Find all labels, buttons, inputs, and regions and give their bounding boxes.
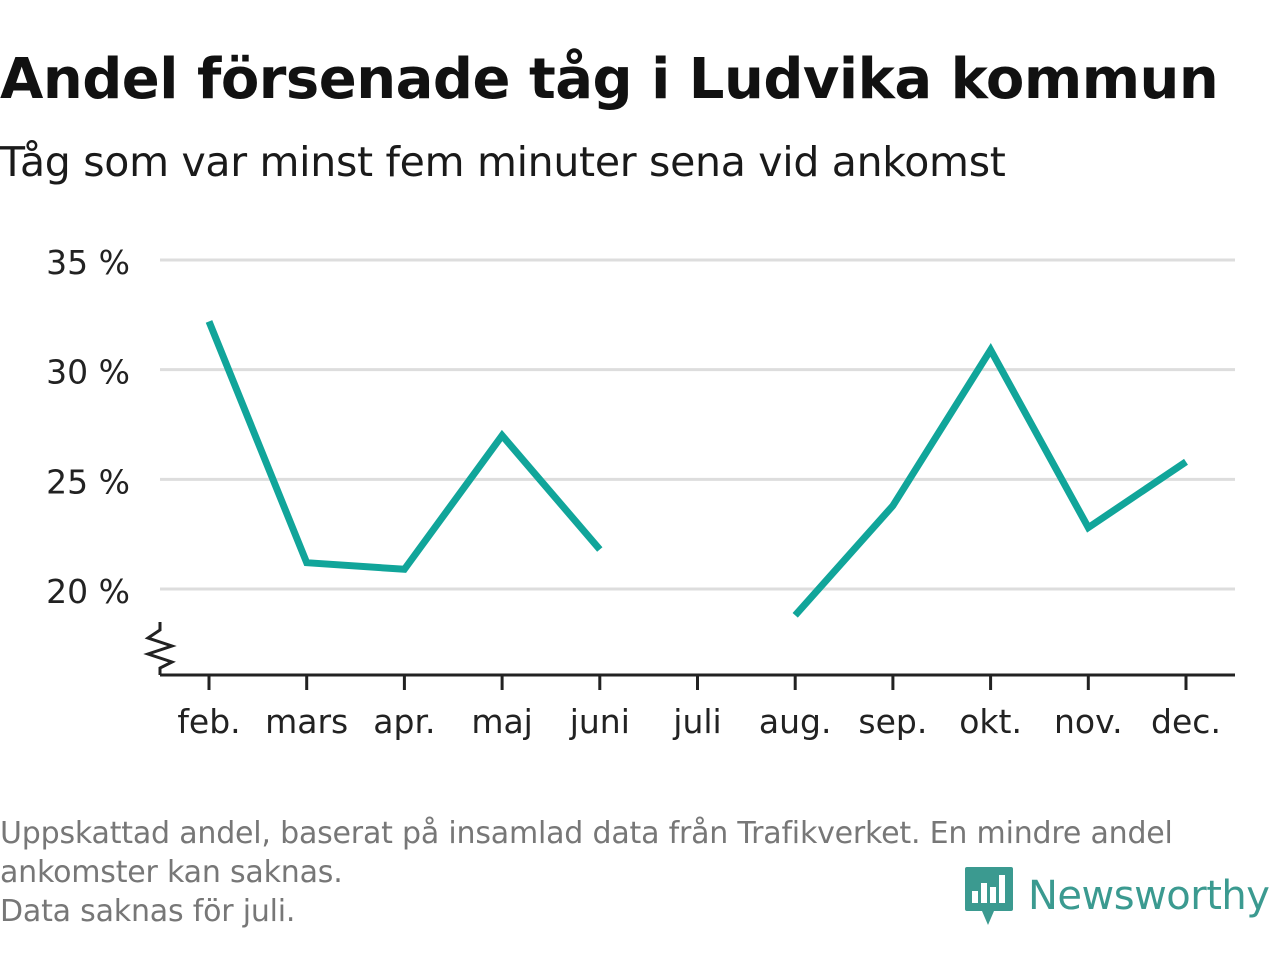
x-tick-label: maj	[471, 702, 533, 741]
x-tick-label: mars	[265, 702, 348, 741]
y-axis-labels: 20 % 35 % 30 % 25 %	[46, 243, 130, 611]
x-tick-label: aug.	[759, 702, 832, 741]
brand-logo: Newsworthy	[964, 864, 1270, 928]
gridlines	[160, 258, 1235, 591]
newsworthy-logo-icon	[965, 867, 1013, 925]
brand-name: Newsworthy	[1028, 873, 1270, 919]
line-chart: 20 % 35 % 30 % 25 % feb. mars apr. maj juni juli…	[46, 243, 1235, 741]
chart-subtitle: Tåg som var minst fem minuter sena vid a…	[0, 138, 1006, 186]
y-axis-break	[143, 622, 177, 675]
x-tick-label: juni	[569, 702, 630, 741]
y-tick-label: 25 %	[46, 462, 130, 501]
y-tick-label: 35 %	[46, 243, 130, 282]
x-tick-label: juli	[672, 702, 721, 741]
series-line-segment	[792, 342, 1188, 618]
footnote-line: ankomster kan saknas.	[0, 855, 343, 890]
chart-title: Andel försenade tåg i Ludvika kommun	[0, 47, 1219, 112]
x-tick-label: sep.	[858, 702, 927, 741]
series-lines	[205, 320, 1188, 618]
x-tick-label: apr.	[373, 702, 435, 741]
x-tick-label: feb.	[177, 702, 240, 741]
x-tick-label: nov.	[1054, 702, 1123, 741]
x-tick-label: okt.	[959, 702, 1022, 741]
footnote-line: Data saknas för juli.	[0, 894, 296, 929]
footnote-line: Uppskattad andel, baserat på insamlad da…	[0, 816, 1173, 851]
y-tick-label: 30 %	[46, 353, 130, 392]
y-tick-label: 20 %	[46, 572, 130, 611]
series-line-segment	[205, 320, 603, 573]
x-axis: feb. mars apr. maj juni juli aug. sep. okt. nov. d…	[143, 622, 1235, 741]
footnote: Uppskattad andel, baserat på insamlad da…	[0, 814, 1270, 931]
x-tick-label: dec.	[1151, 702, 1221, 741]
